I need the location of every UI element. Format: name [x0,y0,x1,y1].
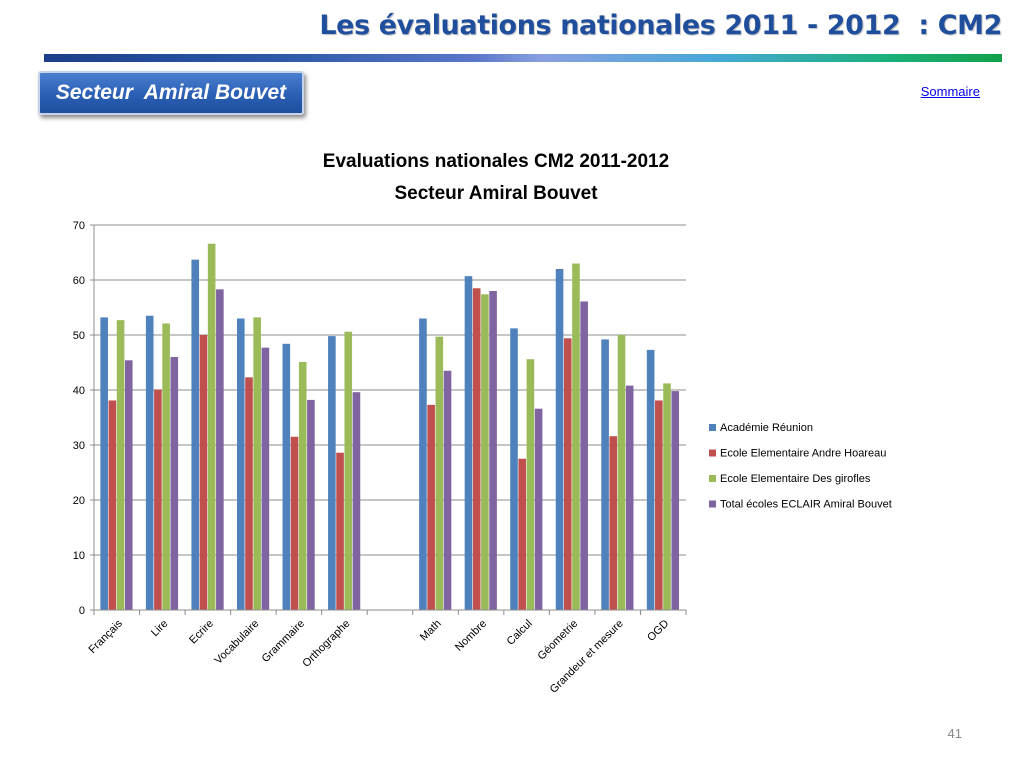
category-label: Nombre [453,618,489,654]
bar [199,335,208,610]
bar [601,339,609,610]
legend-label: Ecole Elementaire Des girofles [720,473,871,485]
category-label: OGD [645,618,671,644]
bar [580,301,588,610]
bar [435,336,444,610]
bar [646,349,655,610]
y-tick-label: 0 [79,605,85,617]
bar [563,338,572,610]
y-tick-label: 40 [73,385,85,397]
bar [336,452,344,610]
bar [116,320,125,610]
bar [100,317,108,610]
legend-swatch [709,424,716,431]
bar [472,288,481,610]
sommaire-link[interactable]: Sommaire [920,84,980,99]
bar [671,391,680,610]
bar [307,399,315,610]
legend-label: Académie Réunion [720,422,813,434]
title-gradient-bar [44,54,1002,62]
bar [328,336,336,610]
chart-subtitle: Secteur Amiral Bouvet [394,183,598,204]
category-label: Lire [149,618,170,639]
bar [290,436,299,610]
category-label: Calcul [505,618,535,648]
bar [625,385,634,610]
bar [108,400,117,610]
bar [216,289,224,610]
bar [124,360,133,610]
bar [609,436,618,610]
bar [162,323,170,610]
bar [207,243,216,610]
bar [236,318,245,610]
legend-swatch [709,500,716,508]
bar [261,347,270,610]
legend-swatch [709,475,716,482]
bar [298,361,307,610]
category-label: Grammaire [260,618,307,665]
category-label: Ecrire [187,618,216,647]
chart-title: Evaluations nationales CM2 2011-2012 [323,151,669,172]
bar [352,392,361,610]
bar [464,276,473,610]
bar [555,269,564,610]
bar [617,335,626,610]
bar [655,400,663,610]
y-tick-label: 50 [73,330,85,342]
y-tick-label: 70 [73,220,85,232]
bar [253,317,261,610]
category-label: Orthographe [300,618,352,670]
category-label: Français [87,617,126,656]
category-label: Math [418,618,444,644]
bar [145,315,154,610]
bar [154,389,162,610]
bar [245,377,253,610]
bar [443,370,452,610]
bar [489,291,497,610]
bar [663,383,671,610]
bar [191,259,200,610]
bar [481,294,489,610]
category-label: Vocabulaire [212,618,261,667]
legend-label: Ecole Elementaire Andre Hoareau [720,448,886,460]
bar [419,318,427,610]
category-label: Géometrie [535,618,580,663]
bar [344,331,353,610]
y-tick-label: 60 [73,275,85,287]
bar [170,357,179,610]
legend-swatch [709,449,716,457]
bar [510,328,518,610]
bar [518,458,527,610]
bar [526,359,535,610]
page-number: 41 [947,726,962,741]
bar [572,263,580,610]
bar [534,408,543,610]
sector-button[interactable]: Secteur Amiral Bouvet [38,71,304,115]
bar [427,404,435,610]
slide-title: Les évaluations nationales 2011 - 2012 :… [319,10,1002,41]
y-tick-label: 20 [73,495,85,507]
y-tick-label: 10 [73,550,85,562]
legend-label: Total écoles ECLAIR Amiral Bouvet [720,499,892,511]
bar [282,343,291,610]
y-tick-label: 30 [73,440,85,452]
